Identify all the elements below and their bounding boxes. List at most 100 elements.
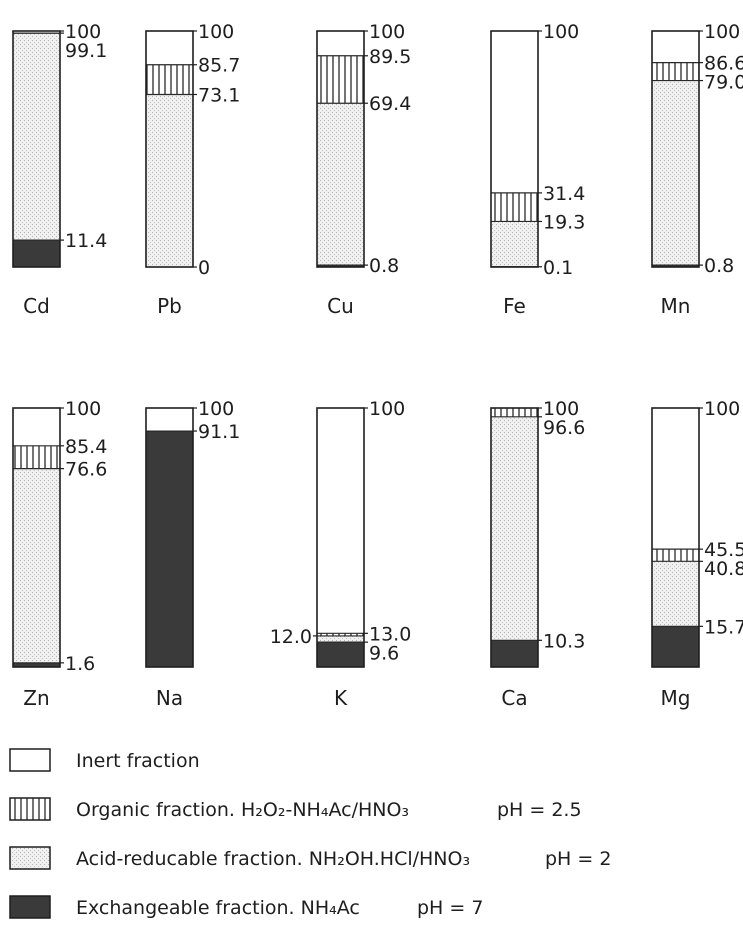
value-label-zn: 1.6	[65, 653, 95, 675]
bar-outline-zn	[12, 407, 61, 668]
value-label-pb: 85.7	[198, 55, 240, 77]
segment-mn-acid	[652, 80, 699, 266]
bar-cu: Cu 100 89.5 69.4 0.8	[316, 21, 411, 318]
legend-item-acid: Acid-reducable fraction. NH₂OH.HCl/HNO₃ p…	[9, 846, 611, 870]
bar-outline-pb	[145, 30, 194, 268]
value-label-fe: 0.1	[543, 257, 573, 279]
legend-swatch-exchangeable	[9, 895, 51, 919]
bar-outline-na	[145, 407, 194, 668]
element-label-cu: Cu	[327, 294, 354, 318]
value-label-pb: 100	[198, 21, 234, 43]
value-label-zn: 76.6	[65, 459, 107, 481]
legend-item-exchangeable: Exchangeable fraction. NH₄Ac pH = 7	[9, 895, 483, 919]
segment-na-exchangeable	[146, 431, 193, 667]
bar-outline-cu	[316, 30, 365, 268]
bar-mg: Mg 100 45.540.8 15.7	[651, 398, 743, 710]
segment-cu-acid	[317, 103, 364, 266]
segment-fe-inert	[491, 31, 538, 193]
value-label-cd: 11.4	[65, 230, 107, 252]
value-label-cu: 69.4	[369, 93, 411, 115]
value-label-zn: 100	[65, 398, 101, 420]
bar-outline-ca	[490, 407, 539, 668]
value-label-ca: 100	[543, 398, 579, 420]
segment-fe-acid	[491, 221, 538, 267]
segment-mg-organic	[652, 549, 699, 562]
element-label-zn: Zn	[23, 686, 49, 710]
value-label-k: 9.6	[369, 642, 399, 664]
segment-ca-acid	[491, 416, 538, 641]
value-label-mg: 100	[704, 398, 740, 420]
value-label-pb: 0	[198, 257, 210, 279]
value-label-zn: 85.4	[65, 436, 107, 458]
value-label-pb: 73.1	[198, 84, 240, 106]
value-label-k: 100	[369, 398, 405, 420]
segment-mg-inert	[652, 408, 699, 550]
segment-k-exchangeable	[317, 642, 364, 667]
value-label-fe: 100	[543, 21, 579, 43]
element-label-fe: Fe	[503, 294, 526, 318]
segment-pb-organic	[146, 64, 193, 95]
legend-swatch-inert	[9, 748, 51, 772]
segment-mg-exchangeable	[652, 626, 699, 667]
legend-ph-acid: pH = 2	[545, 848, 611, 870]
element-label-pb: Pb	[157, 294, 182, 318]
value-label-ca: 96.6	[543, 417, 585, 439]
value-label-fe: 19.3	[543, 211, 585, 233]
segment-zn-inert	[13, 408, 60, 446]
segment-pb-inert	[146, 31, 193, 65]
segment-cd-inert	[13, 31, 60, 34]
value-label-mn: 100	[704, 21, 740, 43]
segment-mn-exchangeable	[652, 265, 699, 267]
element-label-mn: Mn	[661, 294, 691, 318]
legend-item-inert: Inert fraction	[9, 748, 200, 772]
element-label-k: K	[334, 686, 348, 710]
legend-label-acid: Acid-reducable fraction. NH₂OH.HCl/HNO₃	[76, 848, 470, 870]
bar-k: K 100 13.0 12.0 9.6	[270, 398, 412, 710]
segment-zn-organic	[13, 445, 60, 469]
value-label-mg: 40.8	[704, 558, 743, 580]
value-label-fe: 31.4	[543, 183, 585, 205]
segment-cd-exchangeable	[13, 240, 60, 267]
segment-fe-organic	[491, 192, 538, 222]
value-label-mn: 86.6	[704, 53, 743, 75]
value-label-na: 91.1	[198, 421, 240, 443]
segment-mn-organic	[652, 62, 699, 81]
segment-cu-organic	[317, 55, 364, 104]
value-label-k: 12.0	[270, 626, 312, 648]
value-label-ca: 10.3	[543, 630, 585, 652]
segment-cu-exchangeable	[317, 265, 364, 267]
segment-zn-acid	[13, 468, 60, 663]
legend-label-organic: Organic fraction. H₂O₂-NH₄Ac/HNO₃	[76, 799, 409, 821]
bar-zn: Zn 100 85.476.6 1.6	[12, 398, 107, 710]
segment-cd-acid	[13, 33, 60, 241]
legend-label-inert: Inert fraction	[76, 750, 200, 772]
legend-item-organic: Organic fraction. H₂O₂-NH₄Ac/HNO₃ pH = 2.…	[9, 797, 582, 821]
value-label-mn: 0.8	[704, 255, 734, 277]
bar-outline-k	[316, 407, 365, 668]
legend-label-exchangeable: Exchangeable fraction. NH₄Ac	[76, 897, 360, 919]
segment-ca-exchangeable	[491, 640, 538, 667]
value-label-mg: 45.5	[704, 539, 743, 561]
segment-mn-inert	[652, 31, 699, 63]
value-label-cd: 99.1	[65, 40, 107, 62]
legend-swatch-organic	[9, 797, 51, 821]
value-label-cu: 100	[369, 21, 405, 43]
bar-outline-mn	[651, 30, 700, 268]
element-label-ca: Ca	[501, 686, 527, 710]
value-label-cd: 100	[65, 21, 101, 43]
segment-cu-inert	[317, 31, 364, 56]
segment-k-organic	[317, 633, 364, 636]
legend-ph-organic: pH = 2.5	[497, 799, 582, 821]
legend: Inert fraction Organic fraction. H₂O₂-NH₄…	[9, 748, 611, 919]
element-label-na: Na	[156, 686, 183, 710]
bar-pb: Pb 100 85.7 73.1 0	[145, 21, 240, 318]
segment-zn-exchangeable	[13, 662, 60, 667]
segment-ca-organic	[491, 408, 538, 417]
legend-ph-exchangeable: pH = 7	[417, 897, 483, 919]
value-label-mg: 15.7	[704, 616, 743, 638]
bar-outline-mg	[651, 407, 700, 668]
